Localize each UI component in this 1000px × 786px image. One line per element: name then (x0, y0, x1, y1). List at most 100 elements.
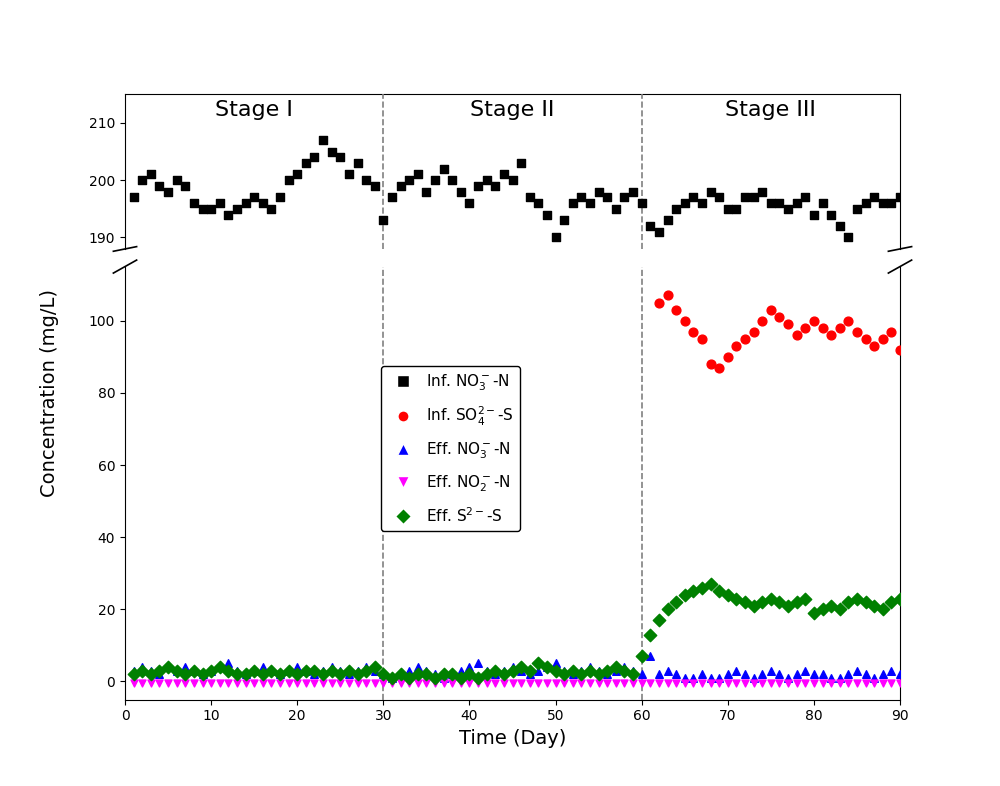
Text: Stage III: Stage III (725, 100, 816, 120)
Inf. NO₃⁻-N (548, 0, 564, 2)
Point (444, 174, 460, 186)
Eff. NO₂⁻-N (883, 677, 899, 689)
Eff. NO₂⁻-N (350, 677, 366, 689)
Point (539, 208, 555, 221)
Eff. NO₂⁻-N (487, 677, 503, 689)
Eff. S²⁻-S (565, 664, 581, 677)
Eff. NO₃⁻-N (358, 661, 374, 674)
Point (892, 191, 908, 204)
Eff. S²⁻-S (711, 585, 727, 597)
Eff. NO₂⁻-N (143, 677, 159, 689)
Point (255, 196, 271, 209)
Eff. NO₂⁻-N (840, 677, 856, 689)
Eff. NO₂⁻-N (513, 677, 529, 689)
Point (177, 180, 193, 193)
Eff. S²⁻-S (789, 596, 805, 608)
Eff. NO₃⁻-N (461, 661, 477, 674)
Eff. S²⁻-S (194, 668, 211, 681)
Eff. NO₃⁻-N (177, 661, 193, 674)
Point (306, 151, 322, 163)
Point (298, 156, 314, 169)
Eff. NO₂⁻-N (599, 677, 615, 689)
Eff. S²⁻-S (823, 600, 839, 612)
Inf. SO₄²⁻-S (720, 351, 736, 363)
Eff. NO₂⁻-N (306, 677, 322, 689)
Eff. NO₂⁻-N (806, 677, 822, 689)
Eff. S²⁻-S (840, 596, 856, 608)
Eff. NO₃⁻-N (401, 664, 417, 677)
Eff. S²⁻-S (367, 661, 383, 674)
Eff. S²⁻-S (814, 603, 830, 615)
Eff. S²⁻-S (246, 664, 262, 677)
Eff. S²⁻-S (660, 603, 676, 615)
Eff. S²⁻-S (608, 661, 624, 674)
Eff. NO₃⁻-N (246, 664, 262, 677)
Eff. S²⁻-S (892, 592, 908, 604)
Inf. SO₄²⁻-S (892, 343, 908, 356)
Legend: Inf. NO$_3^-$-N, Inf. SO$_4^{2-}$-S, Eff. NO$_3^-$-N, Eff. NO$_2^-$-N, Eff. S$^{: Inf. NO$_3^-$-N, Inf. SO$_4^{2-}$-S, Eff… (381, 366, 520, 531)
Eff. NO₂⁻-N (126, 677, 142, 689)
Eff. S²⁻-S (160, 661, 176, 674)
Eff. NO₃⁻-N (513, 664, 529, 677)
Point (660, 214, 676, 226)
Text: Stage I: Stage I (215, 100, 293, 120)
Eff. NO₃⁻-N (573, 664, 589, 677)
Point (832, 220, 848, 233)
Eff. S²⁻-S (746, 600, 762, 612)
Eff. NO₃⁻-N (556, 664, 572, 677)
Eff. NO₃⁻-N (728, 664, 744, 677)
Eff. S²⁻-S (849, 592, 865, 604)
Eff. NO₂⁻-N (281, 677, 297, 689)
Eff. NO₃⁻-N (324, 661, 340, 674)
Point (737, 191, 753, 204)
Eff. NO₂⁻-N (324, 677, 340, 689)
Eff. NO₂⁻-N (694, 677, 710, 689)
Inf. SO₄²⁻-S (858, 332, 874, 345)
Eff. NO₃⁻-N (220, 657, 236, 670)
Inf. SO₄²⁻-S (797, 321, 813, 334)
Eff. NO₃⁻-N (858, 668, 874, 681)
Eff. NO₃⁻-N (737, 668, 753, 681)
Inf. NO₃⁻-N (840, 0, 856, 2)
Point (487, 180, 503, 193)
Eff. NO₃⁻-N (677, 671, 693, 684)
Eff. NO₂⁻-N (332, 677, 348, 689)
Eff. S²⁻-S (479, 668, 495, 681)
Eff. S²⁻-S (591, 668, 607, 681)
Eff. S²⁻-S (858, 596, 874, 608)
Point (797, 191, 813, 204)
Inf. SO₄²⁻-S (849, 325, 865, 338)
Point (393, 180, 409, 193)
Eff. NO₃⁻-N (160, 661, 176, 674)
Eff. NO₃⁻-N (771, 668, 787, 681)
Eff. S²⁻-S (436, 668, 452, 681)
Text: Concentration (mg/L): Concentration (mg/L) (40, 289, 59, 497)
Eff. NO₃⁻-N (608, 664, 624, 677)
Eff. NO₃⁻-N (487, 668, 503, 681)
Inf. SO₄²⁻-S (660, 289, 676, 302)
Point (522, 191, 538, 204)
Point (375, 214, 391, 226)
Point (263, 203, 279, 215)
Eff. NO₃⁻-N (814, 668, 830, 681)
Eff. NO₃⁻-N (306, 668, 322, 681)
Eff. NO₂⁻-N (832, 677, 848, 689)
Point (453, 185, 469, 198)
Eff. NO₂⁻-N (401, 677, 417, 689)
Eff. NO₃⁻-N (875, 668, 891, 681)
Eff. NO₃⁻-N (229, 664, 245, 677)
Eff. NO₂⁻-N (470, 677, 486, 689)
Eff. S²⁻-S (203, 664, 219, 677)
Eff. NO₂⁻-N (754, 677, 770, 689)
Inf. SO₄²⁻-S (651, 296, 667, 309)
Inf. SO₄²⁻-S (771, 310, 787, 323)
Point (866, 191, 882, 204)
Inf. SO₄²⁻-S (677, 314, 693, 327)
Eff. NO₃⁻-N (496, 664, 512, 677)
Point (780, 203, 796, 215)
Eff. NO₃⁻-N (711, 671, 727, 684)
Eff. NO₃⁻-N (504, 661, 520, 674)
Inf. SO₄²⁻-S (823, 329, 839, 341)
Eff. NO₂⁻-N (573, 677, 589, 689)
Eff. NO₂⁻-N (591, 677, 607, 689)
